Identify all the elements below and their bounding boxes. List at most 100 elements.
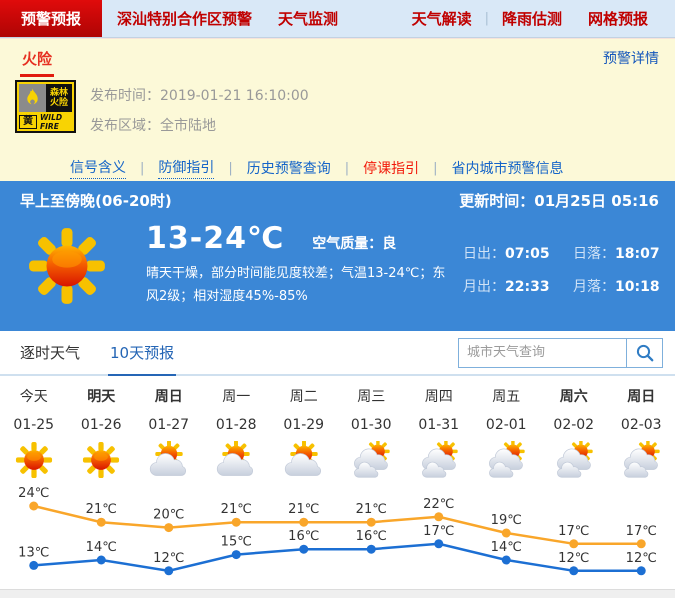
alert-body: 森林 火险 黄 WILD FIRE 发布时间：2019-01-21 16:10:… xyxy=(0,76,675,145)
date-label: 01-30 xyxy=(350,417,392,433)
publish-time-value: 2019-01-21 16:10:00 xyxy=(160,88,309,104)
day-label: 明天 xyxy=(87,389,116,405)
link-divider: | xyxy=(344,160,350,176)
link-history-warning-query[interactable]: 历史预警查询 xyxy=(246,161,331,177)
bottom-scrollbar-track[interactable] xyxy=(0,589,675,598)
moonrise-label: 月出： xyxy=(463,279,505,295)
forecast-day-column[interactable]: 周三 01-30 xyxy=(338,376,406,483)
tab-ten-day-forecast[interactable]: 10天预报 xyxy=(108,330,177,377)
sunny-icon xyxy=(13,441,55,479)
partly-cloudy-icon xyxy=(215,441,257,479)
search-icon xyxy=(636,344,653,361)
day-label: 周一 xyxy=(222,389,251,405)
air-quality-value: 良 xyxy=(382,236,397,252)
nav-link-rain-estimate[interactable]: 降雨估测 xyxy=(501,10,562,28)
sunrise-value: 07:05 xyxy=(505,246,550,262)
nav-link-weather-interpretation[interactable]: 天气解读 xyxy=(411,10,472,28)
temp-point xyxy=(434,512,444,522)
city-search-box xyxy=(458,337,663,368)
temp-label: 16℃ xyxy=(288,529,319,544)
day-label: 周六 xyxy=(559,389,588,405)
temp-label: 19℃ xyxy=(491,513,522,528)
temp-label: 17℃ xyxy=(423,524,454,539)
warning-level-badge: 黄 xyxy=(19,114,37,129)
temp-label: 15℃ xyxy=(221,535,252,550)
ten-day-forecast: 今天 01-25 明天 01-26 周日 01-27 周一 01-28 周二 01-29 周三 01-… xyxy=(0,376,675,589)
temp-point xyxy=(501,528,511,538)
temp-point xyxy=(366,544,376,554)
temperature-range: 13-24℃ xyxy=(146,221,285,256)
temp-point xyxy=(299,517,309,527)
tab-fire-risk[interactable]: 火险 xyxy=(20,39,55,77)
tab-hourly-weather[interactable]: 逐时天气 xyxy=(20,344,81,362)
temp-label: 12℃ xyxy=(153,551,184,566)
forecast-day-column[interactable]: 周日 01-27 xyxy=(135,376,203,483)
moonset-label: 月落： xyxy=(573,279,615,295)
temp-point xyxy=(96,555,106,565)
temp-label: 17℃ xyxy=(626,524,657,539)
publish-time-label: 发布时间： xyxy=(90,88,160,104)
temp-point xyxy=(29,501,39,511)
temp-line xyxy=(33,504,642,546)
temp-label: 21℃ xyxy=(356,502,387,517)
link-defense-guide[interactable]: 防御指引 xyxy=(158,157,215,179)
forecast-day-column[interactable]: 周二 01-29 xyxy=(270,376,338,483)
date-label: 02-01 xyxy=(485,417,527,433)
temp-label: 14℃ xyxy=(86,540,117,555)
forecast-day-column[interactable]: 明天 01-26 xyxy=(68,376,136,483)
link-signal-meaning[interactable]: 信号含义 xyxy=(70,157,126,179)
nav-link-weather-monitoring[interactable]: 天气监测 xyxy=(278,10,339,28)
link-divider: | xyxy=(228,160,233,176)
icon-label-line1: 森林 xyxy=(49,88,68,98)
temp-label: 17℃ xyxy=(558,524,589,539)
date-label: 01-31 xyxy=(418,417,460,433)
cloudy-icon xyxy=(553,441,595,479)
moonrise-value: 22:33 xyxy=(505,279,550,295)
link-divider: | xyxy=(433,160,438,176)
day-label: 周二 xyxy=(289,389,318,405)
weather-description: 晴天干燥，部分时间能见度较差；气温13-24℃；东风2级；相对湿度45%-85% xyxy=(146,266,446,304)
cloudy-icon xyxy=(350,441,392,479)
forecast-day-column[interactable]: 周六 02-02 xyxy=(540,376,608,483)
forecast-day-column[interactable]: 周五 02-01 xyxy=(473,376,541,483)
forecast-day-column[interactable]: 周一 01-28 xyxy=(203,376,271,483)
day-label: 今天 xyxy=(19,389,48,405)
forecast-day-column[interactable]: 今天 01-25 xyxy=(0,376,68,483)
sun-moon-times: 日出：07:05 日落：18:07 月出：22:33 月落：10:18 xyxy=(463,221,675,309)
date-label: 02-03 xyxy=(620,417,662,433)
temp-point xyxy=(231,550,241,560)
sunset-label: 日落： xyxy=(573,246,615,262)
sunset-value: 18:07 xyxy=(615,246,660,262)
update-time-value: 01月25日 05:16 xyxy=(534,192,659,210)
temp-point xyxy=(501,555,511,565)
nav-tab-warning-forecast[interactable]: 预警预报 xyxy=(0,0,103,37)
temp-line xyxy=(33,542,642,573)
period-banner: 早上至傍晚(06-20时) 更新时间：01月25日 05:16 xyxy=(0,181,675,211)
update-time-label: 更新时间： xyxy=(459,192,535,210)
city-search-input[interactable] xyxy=(458,337,626,368)
forecast-day-column[interactable]: 周日 02-03 xyxy=(608,376,675,483)
temp-point xyxy=(636,566,646,576)
temp-label: 24℃ xyxy=(18,486,49,501)
forecast-tab-bar: 逐时天气 10天预报 xyxy=(0,330,675,377)
search-button[interactable] xyxy=(626,337,663,368)
icon-label-line2: 火险 xyxy=(49,98,68,108)
date-label: 02-02 xyxy=(553,417,595,433)
forest-fire-warning-icon: 森林 火险 黄 WILD FIRE xyxy=(15,80,76,133)
cloudy-icon xyxy=(418,441,460,479)
day-label: 周日 xyxy=(627,389,656,405)
forecast-day-column[interactable]: 周四 01-31 xyxy=(405,376,473,483)
warning-detail-link[interactable]: 预警详情 xyxy=(603,50,659,67)
link-province-city-warnings[interactable]: 省内城市预警信息 xyxy=(451,161,564,177)
link-class-suspension-guide[interactable]: 停课指引 xyxy=(363,161,420,177)
temp-point xyxy=(29,560,39,570)
nav-link-grid-forecast[interactable]: 网格预报 xyxy=(587,10,648,28)
nav-link-shenshan-zone[interactable]: 深汕特别合作区预警 xyxy=(117,10,253,28)
fire-alert-section: 火险 预警详情 森林 火险 黄 WILD FIRE xyxy=(0,38,675,181)
temperature-chart-wrap: 24℃ 21℃ 20℃ 21℃ 21℃ 21℃ 22℃ 19℃ 17℃ 17℃ 13℃ 14℃ 12℃ 1… xyxy=(0,486,675,589)
current-conditions-section: 早上至傍晚(06-20时) 更新时间：01月25日 05:16 13-24℃ 空… xyxy=(0,181,675,331)
temp-point xyxy=(366,517,376,527)
publish-area-value: 全市陆地 xyxy=(160,118,216,134)
day-label: 周五 xyxy=(492,389,521,405)
day-label: 周三 xyxy=(357,389,386,405)
